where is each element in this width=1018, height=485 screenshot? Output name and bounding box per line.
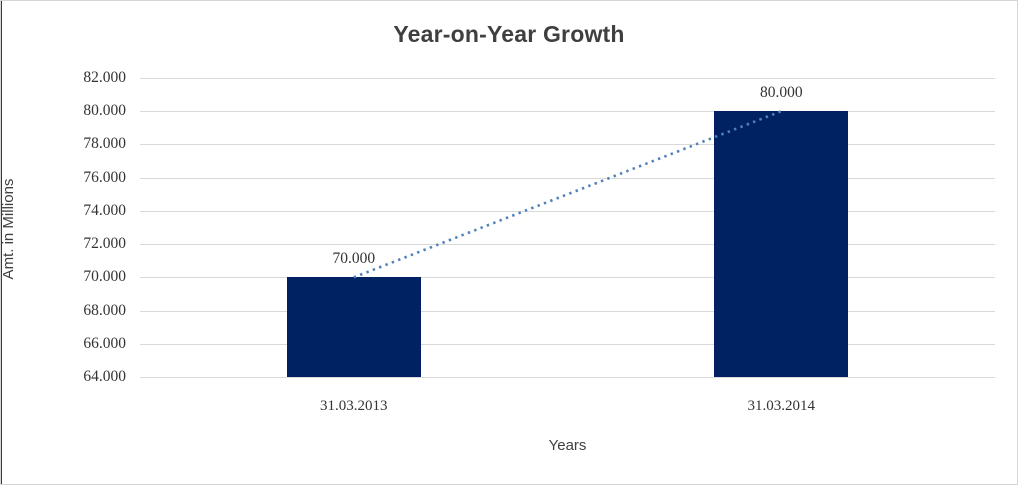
- y-tick-label: 82.000: [83, 69, 126, 86]
- data-label: 80.000: [759, 84, 803, 102]
- bar-31.03.2014: [714, 111, 849, 377]
- y-tick-label: 70.000: [83, 268, 126, 286]
- x-tick-label: 31.03.2013: [320, 398, 388, 414]
- y-tick-label: 66.000: [83, 334, 126, 352]
- gridline: [140, 111, 995, 113]
- y-tick-label: 68.000: [83, 301, 126, 319]
- y-tick-label: 78.000: [83, 135, 126, 153]
- gridline: [140, 377, 995, 378]
- y-axis-title: Amt. in Millions: [0, 178, 17, 280]
- bar-31.03.2013: [286, 277, 421, 377]
- chart-title: Year-on-Year Growth: [393, 21, 625, 47]
- plot-area: [140, 78, 995, 378]
- gridline: [140, 177, 995, 179]
- x-axis-title: Years: [548, 437, 587, 454]
- gridline: [140, 343, 995, 345]
- gridline: [140, 244, 995, 246]
- y-tick-label: 74.000: [83, 201, 126, 219]
- y-tick-label: 72.000: [83, 235, 126, 253]
- gridline: [140, 277, 995, 279]
- y-tick-label: 76.000: [83, 168, 126, 186]
- data-label: 70.000: [332, 250, 376, 268]
- y-tick-label: 64.000: [83, 368, 126, 385]
- gridline: [140, 144, 995, 146]
- gridline: [140, 78, 995, 79]
- y-tick-label: 80.000: [83, 102, 126, 120]
- x-tick-label: 31.03.2014: [747, 398, 816, 414]
- gridline: [140, 210, 995, 212]
- gridline: [140, 310, 995, 312]
